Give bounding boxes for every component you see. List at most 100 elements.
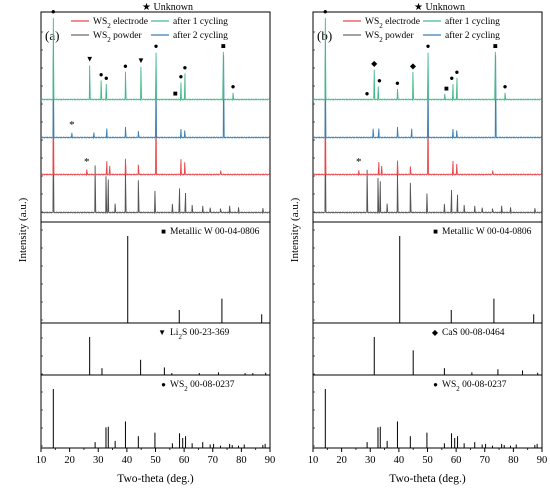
- series-ws2-powder: [40, 130, 271, 215]
- reference-label: Metallic W 00-04-0806: [170, 227, 260, 237]
- x-tick-label: 40: [122, 455, 133, 466]
- reference-label-rest: S 00-23-369: [182, 328, 229, 338]
- x-tick-label: 20: [336, 455, 347, 466]
- peak-marker: ●: [377, 76, 382, 85]
- peak-marker: ●: [365, 89, 370, 98]
- legend-entry-main: after 2 cycling: [445, 30, 500, 41]
- legend-entry: after 1 cycling: [173, 16, 228, 27]
- legend-entry-rest: powder: [383, 31, 415, 41]
- legend-entry-main: after 1 cycling: [445, 16, 500, 27]
- series-ws2-electrode: [312, 92, 543, 177]
- panel-label: (b): [317, 28, 332, 43]
- peak-marker: ●: [449, 73, 454, 82]
- x-tick-label: 80: [236, 455, 247, 466]
- peak-marker: ■: [493, 42, 498, 51]
- x-tick-label: 20: [64, 455, 75, 466]
- peak-marker: *: [356, 156, 362, 168]
- peak-marker: ●: [231, 82, 236, 91]
- legend-entry-subscript: 2: [107, 22, 111, 30]
- reference-label-subscript: 2: [456, 385, 460, 393]
- x-tick-label: 30: [93, 455, 104, 466]
- legend-entry: after 1 cycling: [445, 16, 500, 27]
- series-after-1-cycling: [312, 17, 543, 102]
- legend-entry-main: after 2 cycling: [173, 30, 228, 41]
- peak-marker: ●: [183, 63, 188, 72]
- x-tick-label: 70: [208, 455, 219, 466]
- legend-entry-subscript: 2: [379, 22, 383, 30]
- peak-marker: ●: [104, 73, 109, 82]
- legend-entry-main: WS: [365, 31, 379, 41]
- series-ws2-electrode: [40, 92, 271, 177]
- peak-marker: ●: [426, 42, 431, 51]
- reference-label: WS2 00-08-0237: [170, 380, 235, 393]
- unknown-note: ★ Unknown: [414, 2, 465, 13]
- x-tick-label: 90: [537, 455, 548, 466]
- x-tick-label: 30: [365, 455, 376, 466]
- unknown-note: ★ Unknown: [142, 2, 193, 13]
- series-after-2-cycling: [40, 55, 271, 140]
- peak-marker: ◆: [410, 61, 417, 70]
- reference-symbol: ■: [433, 227, 438, 236]
- x-axis-label: Two-theta (deg.): [117, 473, 194, 485]
- peak-marker: ●: [51, 7, 56, 16]
- legend-entry: WS2 powder: [365, 31, 414, 44]
- legend-entry: WS2 powder: [93, 31, 142, 44]
- reference-label-main: WS: [170, 380, 184, 390]
- peak-marker: ●: [123, 61, 128, 70]
- reference-label-rest: 00-08-0237: [460, 380, 507, 390]
- reference-label: Metallic W 00-04-0806: [442, 227, 532, 237]
- reference-symbol: ●: [161, 380, 166, 389]
- legend-entry-main: WS: [365, 17, 379, 27]
- peak-marker: *: [69, 119, 75, 131]
- x-tick-label: 50: [422, 455, 433, 466]
- reference-label-subscript: 2: [178, 333, 182, 341]
- x-tick-label: 80: [508, 455, 519, 466]
- x-tick-label: 70: [480, 455, 491, 466]
- peak-marker: ■: [221, 42, 226, 51]
- legend-entry: after 2 cycling: [445, 30, 500, 41]
- reference-symbol: ●: [433, 380, 438, 389]
- x-tick-label: 10: [308, 455, 319, 466]
- x-axis-label: Two-theta (deg.): [389, 473, 466, 485]
- series-ws2-powder: [312, 130, 543, 215]
- reference-label-main: WS: [442, 380, 456, 390]
- peak-marker: ▼: [86, 55, 94, 64]
- peak-marker: ■: [444, 84, 449, 93]
- legend-entry-main: after 1 cycling: [173, 16, 228, 27]
- reference-symbol: ■: [161, 227, 166, 236]
- peak-marker: *: [84, 156, 90, 168]
- x-tick-label: 90: [265, 455, 276, 466]
- x-tick-label: 60: [179, 455, 190, 466]
- x-tick-label: 50: [150, 455, 161, 466]
- legend-entry-subscript: 2: [107, 36, 111, 44]
- legend-entry: after 2 cycling: [173, 30, 228, 41]
- peak-marker: ▼: [137, 56, 145, 65]
- peak-marker: ●: [154, 42, 159, 51]
- legend-entry: WS2 electrode: [93, 17, 148, 30]
- reference-label-subscript: 2: [184, 385, 188, 393]
- legend-entry-rest: electrode: [111, 17, 148, 27]
- y-axis-label: Intensity (a.u.): [289, 197, 301, 262]
- reference-label-main: Li: [170, 328, 179, 338]
- peak-marker: ●: [99, 70, 104, 79]
- panel-b: ★ Unknown (b) WS2 electrode after 1 cycling…: [289, 2, 547, 485]
- peak-marker: ◆: [371, 59, 378, 68]
- reference-label-main: Metallic W 00-04-0806: [170, 227, 260, 237]
- panel-a: ★ Unknown(a)WS2 electrode after 1 cycling…: [17, 2, 275, 485]
- peak-marker: ●: [323, 7, 328, 16]
- reference-label: CaS 00-08-0464: [442, 328, 505, 338]
- legend-entry: WS2 electrode: [365, 17, 420, 30]
- legend-entry-subscript: 2: [379, 36, 383, 44]
- y-axis-label: Intensity (a.u.): [17, 197, 29, 262]
- peak-marker: ●: [503, 82, 508, 91]
- panel-label: (a): [45, 28, 59, 43]
- reference-label: WS2 00-08-0237: [442, 380, 507, 393]
- peak-marker: ■: [173, 89, 178, 98]
- peak-marker: ●: [179, 72, 184, 81]
- reference-label: Li2S 00-23-369: [170, 328, 229, 341]
- reference-label-main: CaS 00-08-0464: [442, 328, 505, 338]
- legend-entry-main: WS: [93, 31, 107, 41]
- x-tick-label: 10: [36, 455, 47, 466]
- peak-marker: ●: [455, 67, 460, 76]
